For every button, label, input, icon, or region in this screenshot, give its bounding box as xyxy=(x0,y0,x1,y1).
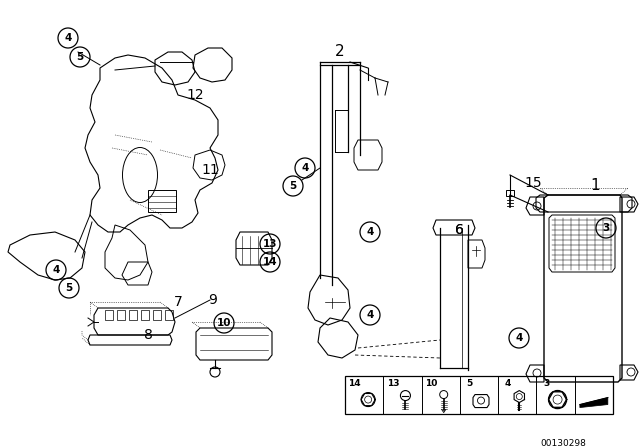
Text: 5: 5 xyxy=(76,52,84,62)
Text: 4: 4 xyxy=(515,333,523,343)
Text: 8: 8 xyxy=(143,328,152,342)
Text: 5: 5 xyxy=(65,283,72,293)
Text: 7: 7 xyxy=(173,295,182,309)
Text: 4: 4 xyxy=(504,379,511,388)
Text: 4: 4 xyxy=(52,265,60,275)
Polygon shape xyxy=(580,397,608,408)
Text: 2: 2 xyxy=(335,44,345,60)
Text: 12: 12 xyxy=(186,88,204,102)
Text: 6: 6 xyxy=(454,223,463,237)
Text: 9: 9 xyxy=(209,293,218,307)
Text: 4: 4 xyxy=(64,33,72,43)
Text: 4: 4 xyxy=(301,163,308,173)
Text: 6: 6 xyxy=(454,223,463,237)
Text: 14: 14 xyxy=(262,257,277,267)
Bar xyxy=(148,190,176,212)
Text: 13: 13 xyxy=(387,379,399,388)
Text: 10: 10 xyxy=(425,379,437,388)
Text: 13: 13 xyxy=(263,239,277,249)
Text: 5: 5 xyxy=(467,379,472,388)
Text: 4: 4 xyxy=(366,310,374,320)
Text: 11: 11 xyxy=(201,163,219,177)
Text: 3: 3 xyxy=(543,379,549,388)
Text: 1: 1 xyxy=(590,177,600,193)
Text: 4: 4 xyxy=(366,227,374,237)
Text: 15: 15 xyxy=(524,176,542,190)
Text: 3: 3 xyxy=(602,223,610,233)
Text: 00130298: 00130298 xyxy=(540,439,586,448)
Text: 14: 14 xyxy=(348,379,361,388)
Text: 10: 10 xyxy=(217,318,231,328)
Text: 5: 5 xyxy=(289,181,296,191)
Bar xyxy=(345,376,613,414)
